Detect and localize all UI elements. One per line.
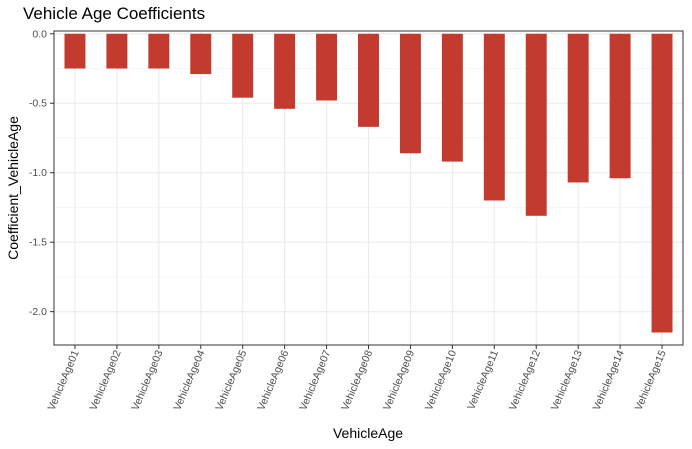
x-tick-label: VehicleAge09 bbox=[381, 348, 417, 412]
y-tick-label: -0.5 bbox=[29, 98, 47, 110]
x-tick-label: VehicleAge11 bbox=[465, 348, 501, 411]
x-axis: VehicleAge01 VehicleAge02 VehicleAge03 Vehi… bbox=[46, 345, 669, 412]
bar bbox=[274, 33, 296, 109]
x-tick-label: VehicleAge08 bbox=[339, 348, 375, 412]
bar bbox=[483, 33, 505, 201]
x-tick-label: VehicleAge14 bbox=[591, 348, 627, 412]
x-tick-label: VehicleAge13 bbox=[549, 348, 585, 412]
y-tick-label: -1.0 bbox=[29, 167, 47, 179]
bar bbox=[399, 33, 421, 154]
x-tick-label: VehicleAge12 bbox=[507, 348, 543, 412]
x-tick-label: VehicleAge05 bbox=[213, 348, 249, 412]
bar bbox=[441, 33, 463, 162]
x-tick-label: VehicleAge10 bbox=[423, 348, 459, 412]
bar bbox=[190, 33, 212, 75]
y-axis-title: Coefficient_VehicleAge bbox=[5, 116, 21, 260]
bar bbox=[567, 33, 589, 183]
x-tick-label: VehicleAge04 bbox=[171, 348, 207, 412]
x-tick-label: VehicleAge03 bbox=[129, 348, 165, 412]
bar bbox=[64, 33, 86, 69]
bar bbox=[232, 33, 254, 98]
y-tick-label: 0.0 bbox=[32, 28, 47, 40]
bar bbox=[148, 33, 170, 69]
bar bbox=[609, 33, 631, 179]
x-tick-label: VehicleAge15 bbox=[633, 348, 669, 412]
bar bbox=[316, 33, 338, 101]
bar bbox=[651, 33, 673, 333]
x-tick-label: VehicleAge01 bbox=[46, 348, 82, 412]
chart-title: Vehicle Age Coefficients bbox=[23, 4, 206, 23]
bars bbox=[64, 33, 673, 333]
y-axis: 0.0 -0.5 -1.0 -1.5 -2.0 bbox=[29, 28, 54, 318]
bar bbox=[358, 33, 379, 127]
x-tick-label: VehicleAge02 bbox=[88, 348, 124, 412]
x-axis-title: VehicleAge bbox=[333, 425, 403, 441]
bar bbox=[525, 33, 547, 216]
bar bbox=[106, 33, 128, 69]
y-tick-label: -2.0 bbox=[29, 306, 47, 318]
x-tick-label: VehicleAge06 bbox=[255, 348, 291, 412]
y-tick-label: -1.5 bbox=[29, 237, 47, 249]
x-tick-label: VehicleAge07 bbox=[297, 348, 333, 412]
